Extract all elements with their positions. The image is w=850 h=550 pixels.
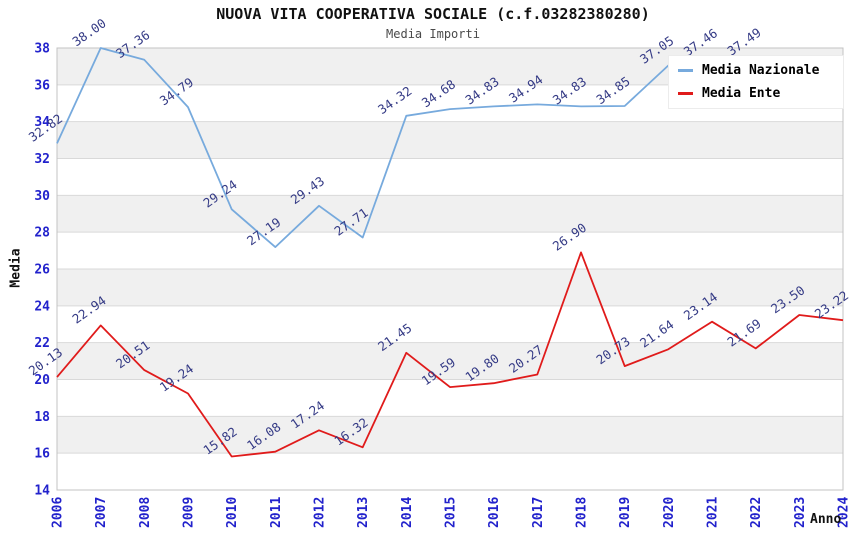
data-label: 38.00: [69, 15, 108, 49]
x-tick-label: 2017: [531, 497, 546, 528]
band-row: [57, 269, 843, 306]
x-tick-label: 2009: [182, 497, 197, 528]
x-tick-label: 2008: [138, 497, 153, 528]
chart-title: NUOVA VITA COOPERATIVA SOCIALE (c.f.0328…: [216, 5, 650, 23]
y-tick-label: 16: [34, 447, 50, 462]
y-tick-label: 14: [34, 484, 50, 499]
x-tick-label: 2020: [662, 497, 677, 528]
plot-border: [56, 47, 844, 491]
chart-subtitle: Media Importi: [386, 27, 480, 41]
band-row: [57, 121, 843, 159]
y-tick-label: 32: [34, 152, 50, 167]
x-tick-label: 2012: [313, 497, 328, 528]
x-tick-label: 2019: [618, 497, 633, 528]
x-tick-label: 2006: [51, 497, 66, 528]
band-row: [57, 342, 843, 380]
legend-swatch-media-nazionale-icon: [678, 69, 693, 73]
legend-label-media-ente: Media Ente: [702, 85, 781, 101]
y-tick-label: 24: [34, 299, 50, 314]
x-axis-title: Anno: [810, 512, 842, 527]
y-tick-label: 18: [34, 410, 50, 425]
legend-item-media-ente: Media Ente: [678, 86, 843, 101]
y-tick-label: 30: [34, 189, 50, 204]
x-tick-label: 2010: [225, 497, 240, 528]
band-row: [57, 195, 843, 233]
x-tick-label: 2015: [444, 497, 459, 528]
data-label: 34.32: [375, 83, 414, 117]
legend-item-media-nazionale: Media Nazionale: [678, 63, 843, 78]
y-tick-label: 34: [34, 115, 50, 130]
legend-swatch-media-ente-icon: [678, 91, 693, 95]
x-tick-label: 2021: [706, 497, 721, 528]
x-tick-label: 2023: [793, 497, 808, 528]
y-tick-label: 28: [34, 226, 50, 241]
x-tick-label: 2024: [837, 497, 850, 528]
legend: Media Nazionale Media Ente: [668, 55, 844, 109]
x-tick-label: 2013: [356, 497, 371, 528]
y-tick-label: 26: [34, 263, 50, 278]
y-tick-label: 22: [34, 336, 50, 351]
x-tick-label: 2022: [749, 497, 764, 528]
y-tick-label: 36: [34, 78, 50, 93]
legend-label-media-nazionale: Media Nazionale: [702, 63, 820, 79]
x-tick-label: 2018: [575, 497, 590, 528]
series-line-media-nazionale: [56, 47, 756, 249]
y-tick-label: 38: [34, 42, 50, 57]
y-tick-label: 20: [34, 373, 50, 388]
x-tick-label: 2014: [400, 497, 415, 528]
x-tick-label: 2011: [269, 497, 284, 528]
x-tick-label: 2007: [94, 497, 109, 528]
band-row: [57, 416, 843, 454]
series-line-media-ente: [56, 251, 844, 458]
x-tick-label: 2016: [487, 497, 502, 528]
